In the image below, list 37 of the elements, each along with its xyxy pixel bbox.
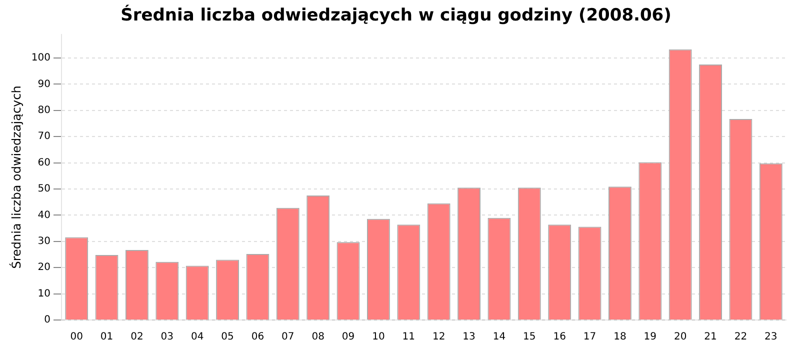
x-tick-label: 08: [312, 332, 324, 343]
x-tick-label: 01: [100, 332, 114, 343]
chart-title: Średnia liczba odwiedzających w ciągu godziny (2008.06): [120, 4, 672, 26]
x-tick-label: 02: [130, 332, 144, 343]
x-tick-label: 22: [734, 332, 748, 343]
x-tick-label: 15: [523, 332, 536, 343]
y-tick-label: 50: [38, 184, 50, 195]
x-tick-label: 11: [402, 332, 416, 343]
x-tick-label: 17: [583, 332, 596, 343]
y-tick-label: 20: [38, 262, 50, 274]
x-tick-label: 10: [372, 332, 385, 343]
y-tick-label: 60: [38, 157, 50, 168]
x-tick-label: 00: [70, 332, 83, 343]
y-axis-title: Średnia liczba odwiedzających: [8, 86, 24, 269]
y-tick-label: 30: [38, 236, 50, 247]
x-tick-label: 07: [282, 332, 294, 343]
x-tick-label: 20: [674, 332, 687, 343]
x-tick-label: 18: [614, 332, 626, 343]
x-tick-label: 06: [251, 332, 264, 343]
x-tick-label: 16: [553, 332, 566, 343]
y-tick-label: 10: [38, 288, 50, 300]
x-tick-label: 09: [342, 332, 355, 343]
y-tick-label: 90: [38, 78, 50, 90]
y-tick-label: 100: [31, 52, 50, 64]
x-tick-label: 13: [462, 332, 476, 343]
x-tick-label: 04: [190, 332, 204, 343]
x-tick-label: 14: [492, 332, 506, 343]
x-tick-label: 21: [704, 332, 717, 343]
x-tick-label: 23: [764, 332, 778, 343]
x-tick-label: 03: [160, 332, 174, 343]
y-tick-label: 80: [38, 104, 50, 116]
x-tick-label: 05: [221, 332, 234, 343]
y-tick-label: 0: [44, 314, 50, 326]
y-tick-label: 70: [38, 131, 50, 142]
x-tick-label: 19: [644, 332, 657, 343]
x-tick-label: 12: [432, 332, 446, 343]
y-tick-label: 40: [38, 210, 50, 221]
